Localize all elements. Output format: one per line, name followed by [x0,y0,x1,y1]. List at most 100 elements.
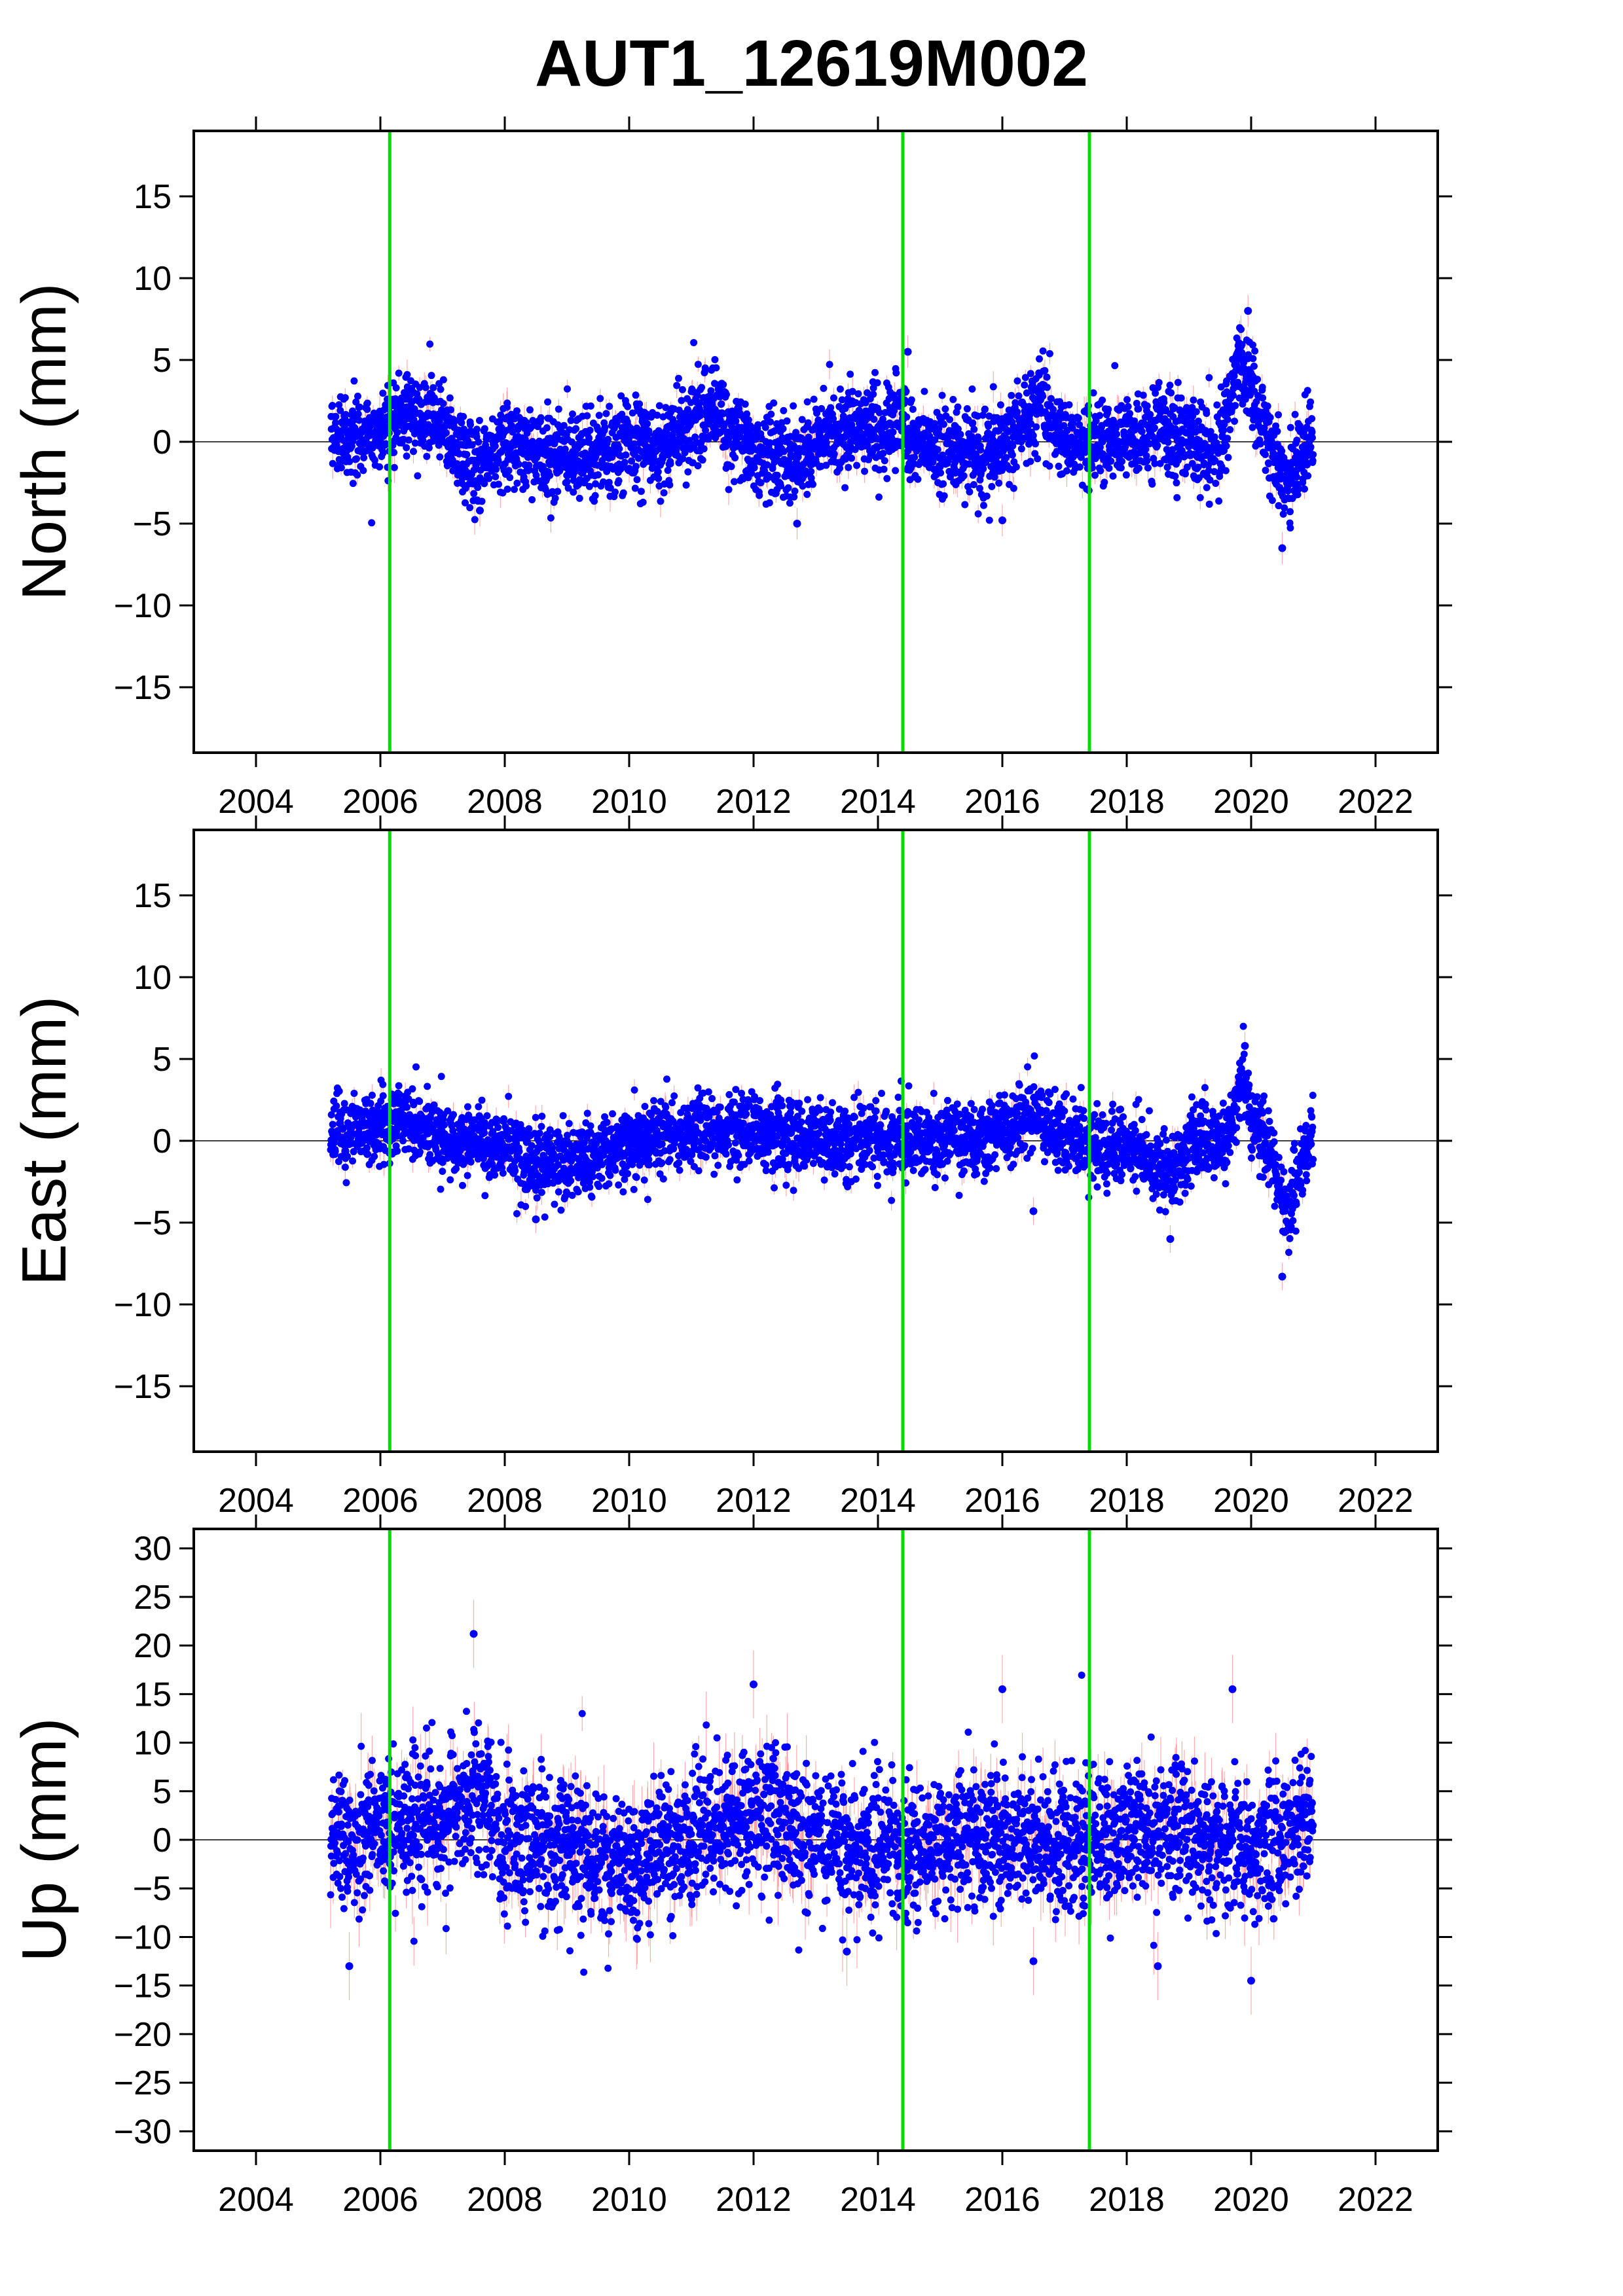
north-point [568,410,576,418]
north-point [551,494,559,502]
north-point [1291,410,1299,418]
north-point [803,398,811,406]
north-point [862,399,869,406]
north-point [442,429,450,437]
north-x-tick-label: 2008 [467,783,543,821]
north-point [392,384,400,392]
north-point [1222,442,1230,450]
north-x-tick-label: 2006 [342,783,418,821]
north-point [572,425,580,433]
north-point [478,497,486,505]
north-point [1304,387,1311,395]
north-point [698,384,706,391]
north-point [678,397,685,404]
north-point [574,457,582,465]
north-point [1286,524,1294,532]
north-point [1142,445,1150,453]
north-point [1293,473,1301,481]
north-point [376,463,384,471]
north-point [522,419,530,427]
north-point [604,435,612,443]
north-point [1020,434,1028,442]
north-point [1249,341,1256,349]
north-point [946,416,954,423]
north-point [1249,355,1257,363]
north-point [954,403,962,411]
north-point [1190,396,1197,404]
north-point [354,471,361,479]
north-point [1215,497,1223,505]
north-point [1212,479,1220,487]
north-point [1035,355,1043,363]
north-point [359,467,367,475]
north-point [1009,442,1017,450]
north-point [1173,479,1180,487]
north-point [1099,438,1106,446]
north-point [750,464,758,472]
north-point [1211,468,1218,476]
north-point [684,468,692,476]
north-point [485,475,493,482]
north-point [741,400,749,408]
north-point [630,440,638,448]
north-point [423,452,431,460]
north-point [1205,374,1213,382]
north-point [662,404,670,412]
north-point [1091,471,1099,479]
north-point [636,400,644,408]
north-point [1251,347,1259,355]
north-point [995,479,1003,487]
north-point [571,468,579,476]
north-point [1164,439,1172,446]
north-point [492,465,500,473]
north-y-axis-label: North (mm) [9,283,79,600]
north-point [606,403,613,410]
north-point [1187,433,1195,441]
north-point [1224,435,1231,442]
north-point [773,471,781,479]
north-point [809,480,817,488]
north-point [946,473,954,481]
north-point [1010,484,1017,492]
north-point [546,471,554,479]
north-point [526,406,534,414]
north-point [940,492,948,500]
north-point [827,404,835,412]
north-point [786,499,793,507]
north-point [426,340,434,348]
north-point [845,463,852,471]
north-point [603,467,611,475]
north-point [595,412,603,420]
north-point [722,391,730,399]
north-point [522,482,530,490]
north-point [1146,410,1154,418]
north-point [460,413,467,421]
north-point [560,422,568,429]
north-point [403,452,410,460]
north-point [941,405,949,413]
north-point [572,450,580,458]
north-point [513,479,521,487]
north-point [934,446,941,454]
north-point [791,487,799,495]
north-point [1192,408,1200,416]
north-point [1133,399,1140,407]
north-point [349,407,357,415]
north-point [350,377,358,385]
north-point [613,418,621,426]
north-point [911,454,919,461]
north-point [776,482,784,490]
north-point [1046,462,1053,470]
north-point [1250,362,1258,370]
north-point [591,497,598,505]
north-point [596,395,604,403]
north-point [1063,467,1070,475]
north-point [847,438,855,446]
north-point [938,391,946,399]
north-point [875,409,883,417]
north-point [428,372,435,380]
north-point [618,410,626,418]
north-point [628,457,636,465]
north-point [903,348,912,356]
north-point [1275,502,1283,510]
